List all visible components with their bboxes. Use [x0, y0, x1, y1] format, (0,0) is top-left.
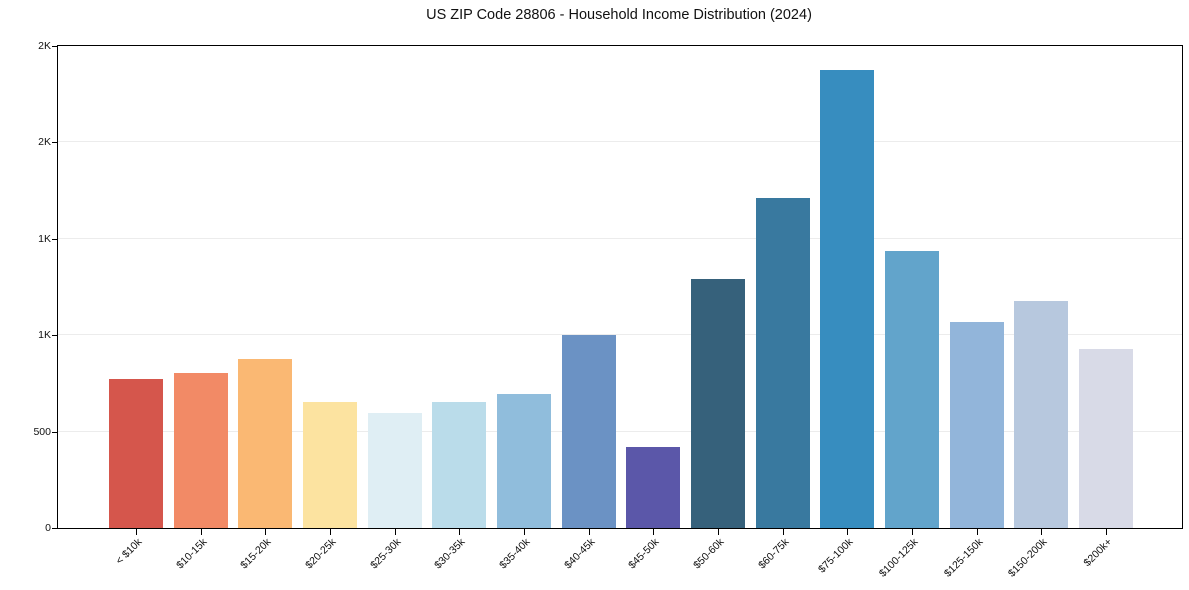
x-axis-tick	[782, 529, 784, 535]
y-axis-tick	[52, 142, 58, 144]
y-axis-tick	[52, 238, 58, 240]
bar-$30-35k	[432, 401, 487, 528]
bar-< $10k	[109, 378, 163, 528]
x-axis-tick	[394, 529, 396, 535]
bar-$200k+	[1079, 348, 1134, 528]
y-tick-label: 2K	[38, 40, 51, 52]
bar-$35-40k	[497, 394, 552, 528]
x-axis-tick	[912, 529, 914, 535]
y-axis-tick	[52, 431, 58, 433]
x-axis-tick	[200, 529, 202, 535]
x-axis-tick	[265, 529, 267, 535]
bar-$100-125k	[885, 251, 940, 528]
y-axis-tick	[52, 46, 58, 47]
bar-$50-60k	[691, 279, 746, 528]
x-axis-tick	[524, 529, 526, 535]
y-axis-label: Households	[0, 256, 3, 316]
y-axis-tick	[52, 528, 58, 529]
x-axis-tick	[1041, 529, 1043, 535]
x-axis-tick	[847, 529, 849, 535]
bar-$45-50k	[626, 447, 681, 528]
gridline	[58, 430, 1182, 432]
bar-$125-150k	[949, 321, 1004, 528]
gridline	[58, 141, 1182, 143]
x-axis-tick	[459, 529, 461, 535]
chart-title: US ZIP Code 28806 - Household Income Dis…	[426, 7, 812, 23]
bar-$20-25k	[303, 401, 357, 528]
y-tick-label: 2K	[38, 136, 51, 149]
gridline	[58, 237, 1182, 239]
plot-area: 0 500 1K 1K 2K 2K < $10k $10-15k $15-20k $20-25k $…	[33, 40, 1183, 580]
x-axis-tick	[1106, 529, 1108, 535]
x-axis-tick	[136, 529, 137, 535]
bar-$150-200k	[1014, 300, 1069, 528]
x-axis-tick	[653, 529, 655, 535]
gridline	[58, 334, 1182, 336]
bar-$60-75k	[755, 198, 810, 528]
x-axis-tick	[588, 529, 590, 535]
bar-$10-15k	[173, 372, 228, 528]
bar-$15-20k	[238, 359, 293, 528]
y-tick-label: 1K	[38, 232, 51, 245]
bar-$40-45k	[561, 335, 616, 528]
x-axis-tick	[330, 529, 331, 535]
x-axis-tick	[718, 529, 720, 535]
y-axis-tick	[52, 335, 58, 337]
x-axis-tick	[976, 529, 978, 535]
x-tick-label: < $10k	[113, 536, 145, 567]
bar-$25-30k	[367, 413, 422, 528]
y-tick-label: 500	[33, 425, 51, 438]
y-tick-label: 0	[45, 522, 51, 534]
y-tick-label: 1K	[38, 329, 51, 342]
bar-$75-100k	[820, 70, 875, 528]
